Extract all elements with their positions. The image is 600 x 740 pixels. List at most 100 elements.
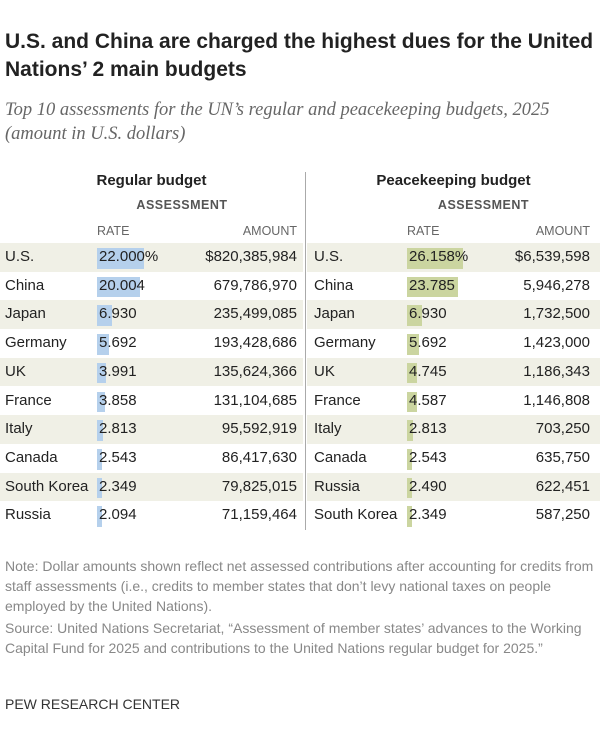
country: China (314, 276, 354, 294)
rate-bar (97, 305, 112, 327)
source: Source: United Nations Secretariat, “Ass… (5, 620, 582, 656)
rate-bar (407, 506, 413, 527)
rate: 2.543 (99, 448, 137, 466)
rate: 22.000% (99, 248, 159, 265)
country: Italy (5, 420, 33, 438)
rate: 2.813 (99, 420, 137, 438)
country: Canada (5, 448, 58, 466)
country: Japan (314, 305, 355, 323)
subtitle: Top 10 assessments for the UN’s regular … (5, 100, 550, 144)
amount: 587,250 (535, 506, 590, 524)
row-shade (307, 300, 600, 330)
row-shade (307, 472, 600, 502)
country: Canada (314, 448, 367, 466)
rate: 20.004 (99, 276, 145, 294)
row-shade (307, 357, 600, 387)
amount: 622,451 (535, 477, 590, 495)
row-shade (0, 300, 303, 330)
amount: 79,825,015 (221, 477, 297, 495)
row-shade (0, 243, 303, 272)
amount: 635,750 (535, 448, 590, 466)
rate: 2.349 (99, 477, 137, 495)
rate: 5.692 (409, 334, 447, 352)
country: Russia (314, 477, 360, 495)
rate: 26.158% (409, 248, 469, 265)
divider (305, 172, 306, 530)
amount: 5,946,278 (523, 276, 590, 294)
table-title: Peacekeeping budget (376, 172, 531, 189)
country: Japan (5, 305, 46, 323)
rate-bar (97, 506, 102, 527)
rate-bar (97, 362, 106, 384)
amount: $6,539,598 (514, 248, 590, 265)
country: U.S. (5, 248, 35, 265)
amount: 1,146,808 (523, 391, 590, 409)
amount: 703,250 (535, 420, 590, 438)
row-shade (0, 357, 303, 387)
column-header: RATE (97, 224, 130, 238)
column-header: AMOUNT (535, 224, 590, 238)
row-shade (0, 472, 303, 502)
country: France (314, 391, 361, 409)
rate: 2.490 (409, 477, 447, 495)
country: China (5, 276, 45, 294)
rate: 6.930 (99, 305, 137, 323)
rate-bar (407, 248, 464, 269)
country: South Korea (5, 477, 89, 495)
rate-bar (97, 420, 104, 441)
rate: 2.349 (409, 506, 447, 524)
amount: 1,186,343 (523, 362, 590, 380)
country: U.S. (314, 248, 344, 265)
table-title: Regular budget (96, 172, 207, 189)
rate: 2.543 (409, 448, 447, 466)
note: Note: Dollar amounts shown reflect net a… (5, 558, 594, 614)
title: U.S. and China are charged the highest d… (5, 30, 594, 81)
column-header: RATE (407, 224, 440, 238)
rate-bar (407, 362, 418, 384)
rate: 5.692 (99, 334, 137, 352)
rate-bar (407, 305, 422, 327)
country: UK (5, 362, 26, 380)
rate: 3.991 (99, 362, 137, 380)
amount: 71,159,464 (221, 506, 297, 524)
rate: 4.745 (409, 362, 447, 380)
rate-bar (407, 420, 414, 441)
rate: 3.858 (99, 391, 137, 409)
country: UK (314, 362, 335, 380)
amount: 135,624,366 (213, 362, 297, 380)
rate-bar (97, 334, 110, 355)
row-shade (0, 415, 303, 444)
amount: $820,385,984 (205, 248, 297, 265)
amount: 95,592,919 (221, 420, 297, 438)
rate: 4.587 (409, 391, 447, 409)
amount: 679,786,970 (213, 276, 297, 294)
rate: 2.813 (409, 420, 447, 438)
rate: 2.094 (99, 506, 137, 524)
country: Italy (314, 420, 342, 438)
amount: 1,732,500 (523, 305, 590, 323)
country: France (5, 391, 52, 409)
rate: 6.930 (409, 305, 447, 323)
country: Germany (5, 334, 67, 352)
country: Germany (314, 334, 376, 352)
country: South Korea (314, 506, 398, 524)
rate-bar (407, 334, 420, 355)
group-header: ASSESSMENT (136, 198, 228, 212)
amount: 193,428,686 (213, 334, 297, 352)
rate-bar (407, 391, 417, 413)
rate-bar (407, 448, 413, 470)
rate-bar (407, 276, 459, 298)
rate-bar (407, 477, 413, 499)
rate-bar (97, 248, 145, 269)
rate-bar (97, 477, 103, 499)
amount: 235,499,085 (213, 305, 297, 323)
rate-bar (97, 448, 103, 470)
rate-bar (97, 391, 106, 413)
row-shade (307, 415, 600, 444)
column-header: AMOUNT (242, 224, 297, 238)
country: Russia (5, 506, 51, 524)
amount: 1,423,000 (523, 334, 590, 352)
group-header: ASSESSMENT (437, 198, 530, 212)
rate: 23.785 (409, 276, 455, 294)
